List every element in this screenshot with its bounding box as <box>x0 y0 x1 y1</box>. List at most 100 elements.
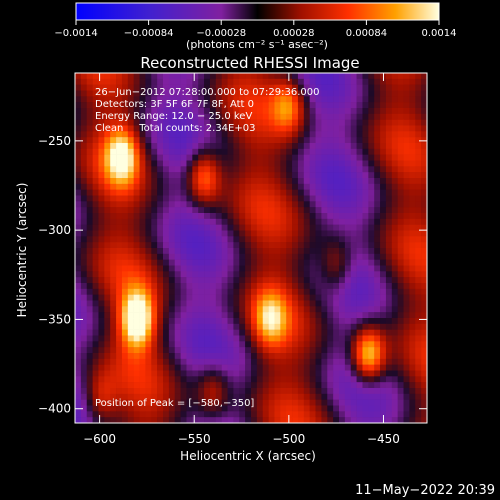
heatmap-cell <box>362 189 369 196</box>
heatmap-cell <box>92 178 99 185</box>
heatmap-cell <box>104 172 111 179</box>
heatmap-cell <box>344 236 352 243</box>
heatmap-cell <box>362 382 369 389</box>
heatmap-cell <box>268 108 275 115</box>
heatmap-cell <box>344 306 352 313</box>
heatmap-cell <box>104 189 111 196</box>
heatmap-cell <box>321 73 328 80</box>
heatmap-cell <box>127 300 134 307</box>
heatmap-cell <box>297 277 305 284</box>
heatmap-cell <box>333 166 340 173</box>
heatmap-cell <box>92 417 99 424</box>
heatmap-cell <box>321 329 328 336</box>
heatmap-cell <box>292 154 299 161</box>
heatmap-cell <box>92 125 99 132</box>
heatmap-cell <box>339 265 346 272</box>
heatmap-cell <box>174 283 181 290</box>
heatmap-cell <box>239 248 246 255</box>
heatmap-cell <box>198 283 205 290</box>
heatmap-cell <box>397 78 404 85</box>
heatmap-cell <box>268 137 275 144</box>
heatmap-cell <box>327 73 334 80</box>
heatmap-cell <box>180 318 187 325</box>
heatmap-cell <box>186 411 193 418</box>
heatmap-cell <box>368 119 375 126</box>
heatmap-cell <box>297 96 305 103</box>
heatmap-cell <box>297 166 305 173</box>
heatmap-cell <box>309 224 316 231</box>
heatmap-cell <box>151 417 158 424</box>
heatmap-cell <box>145 312 152 319</box>
heatmap-cell <box>139 399 146 406</box>
heatmap-cell <box>80 265 88 272</box>
heatmap-cell <box>221 90 228 97</box>
heatmap-cell <box>421 236 428 243</box>
heatmap-cell <box>121 90 129 97</box>
heatmap-cell <box>233 370 240 377</box>
heatmap-cell <box>421 160 428 167</box>
heatmap-cell <box>251 108 258 115</box>
heatmap-cell <box>233 166 240 173</box>
heatmap-cell <box>251 131 258 138</box>
heatmap-cell <box>309 253 316 260</box>
heatmap-cell <box>110 113 117 120</box>
heatmap-cell <box>268 201 275 208</box>
heatmap-cell <box>368 218 375 225</box>
heatmap-cell <box>421 253 428 260</box>
heatmap-cell <box>198 364 205 371</box>
heatmap-cell <box>409 248 416 255</box>
heatmap-cell <box>133 283 140 290</box>
heatmap-cell <box>280 411 287 418</box>
heatmap-cell <box>116 271 123 278</box>
heatmap-cell <box>133 335 140 342</box>
heatmap-cell <box>127 248 134 255</box>
heatmap-cell <box>180 323 187 330</box>
heatmap-cell <box>127 119 134 126</box>
annotation-clean: Clean Total counts: 2.34E+03 <box>95 123 255 134</box>
heatmap-cell <box>380 294 387 301</box>
heatmap-cell <box>227 411 234 418</box>
heatmap-cell <box>133 189 140 196</box>
heatmap-cell <box>104 288 111 295</box>
heatmap-cell <box>198 376 205 383</box>
heatmap-cell <box>315 306 322 313</box>
heatmap-cell <box>86 195 93 202</box>
heatmap-cell <box>374 224 381 231</box>
heatmap-cell <box>350 154 357 161</box>
heatmap-cell <box>215 131 222 138</box>
heatmap-cell <box>321 125 328 132</box>
heatmap-cell <box>292 341 299 348</box>
heatmap-cell <box>286 230 293 237</box>
heatmap-cell <box>374 318 381 325</box>
heatmap-cell <box>362 253 369 260</box>
heatmap-cell <box>339 259 346 266</box>
heatmap-cell <box>268 253 275 260</box>
heatmap-cell <box>385 399 393 406</box>
heatmap-cell <box>209 113 217 120</box>
heatmap-cell <box>204 353 211 360</box>
heatmap-cell <box>362 271 369 278</box>
heatmap-cell <box>274 154 281 161</box>
heatmap-cell <box>356 411 363 418</box>
heatmap-cell <box>280 335 287 342</box>
heatmap-cell <box>362 265 369 272</box>
heatmap-cell <box>192 172 199 179</box>
heatmap-cell <box>385 358 393 365</box>
heatmap-cell <box>274 172 281 179</box>
heatmap-cell <box>327 277 334 284</box>
heatmap-cell <box>168 230 176 237</box>
heatmap-cell <box>151 370 158 377</box>
heatmap-cell <box>209 323 217 330</box>
heatmap-cell <box>374 411 381 418</box>
heatmap-cell <box>385 125 393 132</box>
heatmap-cell <box>245 411 252 418</box>
heatmap-cell <box>286 288 293 295</box>
heatmap-cell <box>315 218 322 225</box>
heatmap-cell <box>239 213 246 220</box>
heatmap-cell <box>121 236 129 243</box>
heatmap-cell <box>403 253 410 260</box>
heatmap-cell <box>192 300 199 307</box>
heatmap-cell <box>157 271 164 278</box>
heatmap-cell <box>309 347 316 354</box>
heatmap-cell <box>92 84 99 91</box>
